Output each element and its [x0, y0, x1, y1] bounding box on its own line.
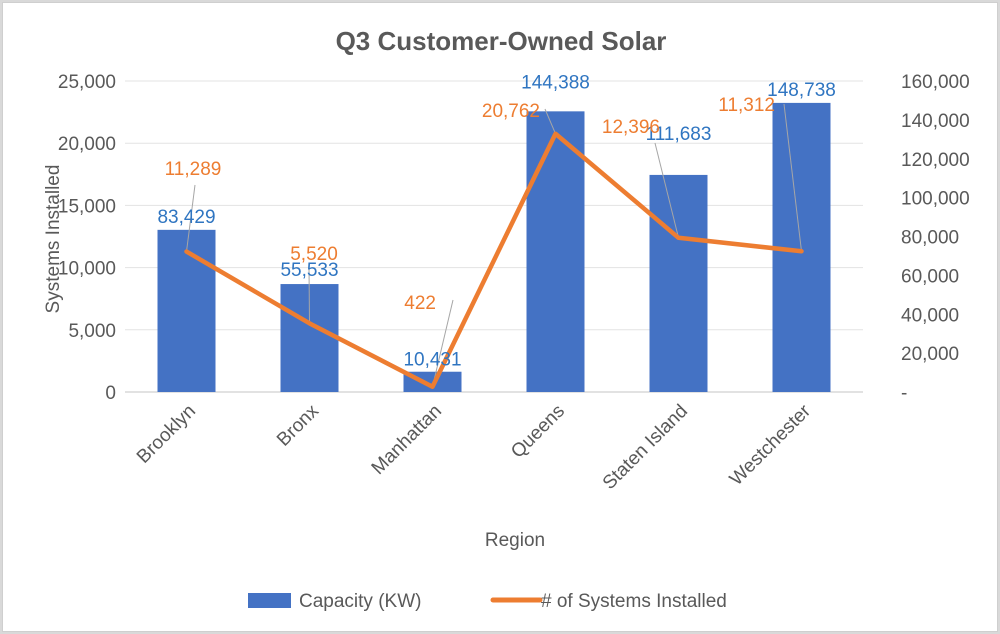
leader-line [308, 266, 310, 324]
legend-label-systems: # of Systems Installed [541, 591, 727, 612]
x-category-label: Queens [507, 401, 569, 463]
y2-tick-label: 20,000 [901, 344, 959, 365]
line-data-label: 11,312 [718, 95, 775, 116]
leader-line [544, 108, 556, 134]
chart-title: Q3 Customer-Owned Solar [336, 26, 667, 56]
bar-data-label: 83,429 [157, 207, 215, 228]
y2-tick-label: 80,000 [901, 228, 959, 249]
bar-data-label: 55,533 [280, 260, 338, 281]
line-data-label: 422 [404, 293, 436, 314]
legend-swatch-capacity [248, 593, 291, 608]
x-axis-categories: Brooklyn Bronx Manhattan Queens Staten Islan… [133, 400, 816, 494]
bar-data-label: 148,738 [767, 80, 836, 101]
legend-label-capacity: Capacity (KW) [299, 591, 421, 612]
leader-line [783, 103, 802, 252]
y-tick-label: 10,000 [58, 259, 116, 280]
bar [649, 174, 708, 392]
x-category-label: Westchester [726, 400, 816, 490]
y-axis-left-ticks: 0 5,000 10,000 15,000 20,000 25,000 [58, 72, 116, 404]
bar-data-label: 111,683 [646, 124, 712, 145]
y-tick-label: 15,000 [58, 196, 116, 217]
y2-tick-label: 40,000 [901, 305, 959, 326]
line-data-label: 12,396 [602, 117, 660, 138]
x-axis-title: Region [485, 530, 545, 551]
y2-tick-label: 60,000 [901, 266, 959, 287]
bar-series [157, 102, 831, 393]
y-tick-label: 5,000 [68, 321, 116, 342]
y-axis-right-ticks: - 20,000 40,000 60,000 80,000 100,000 120,000 1… [901, 72, 970, 404]
line-data-label: 5,520 [290, 244, 338, 265]
y2-tick-label: 100,000 [901, 189, 970, 210]
x-category-label: Manhattan [368, 401, 446, 479]
bar-data-label: 10,431 [403, 350, 461, 371]
y-tick-label: 25,000 [58, 72, 116, 93]
data-labels: 83,42955,53310,431144,388111,683148,7381… [157, 72, 835, 370]
bar [157, 229, 216, 392]
leader-line [432, 299, 454, 387]
x-category-label: Staten Island [599, 401, 692, 494]
x-category-label: Brooklyn [133, 401, 200, 468]
y2-tick-label: 160,000 [901, 72, 970, 93]
y-axis-title: Systems Installed [43, 165, 64, 314]
bar [526, 111, 585, 392]
y-tick-label: 0 [105, 383, 116, 404]
y2-tick-label: - [901, 383, 907, 404]
y2-tick-label: 140,000 [901, 111, 970, 132]
x-category-label: Bronx [273, 400, 323, 450]
line-data-label: 20,762 [482, 101, 540, 122]
leader-line [654, 142, 679, 238]
bar-data-label: 144,388 [521, 72, 590, 93]
gridlines [125, 80, 863, 393]
y-tick-label: 20,000 [58, 134, 116, 155]
line-data-label: 11,289 [165, 159, 222, 180]
legend: Capacity (KW) # of Systems Installed [248, 591, 727, 612]
label-leader-lines [186, 103, 802, 387]
systems-line [184, 131, 804, 390]
leader-line [186, 184, 196, 252]
chart-canvas: Q3 Customer-Owned Solar 83,429 55,533 10,4… [43, 26, 970, 612]
line-series [184, 131, 804, 390]
y2-tick-label: 120,000 [901, 150, 970, 171]
